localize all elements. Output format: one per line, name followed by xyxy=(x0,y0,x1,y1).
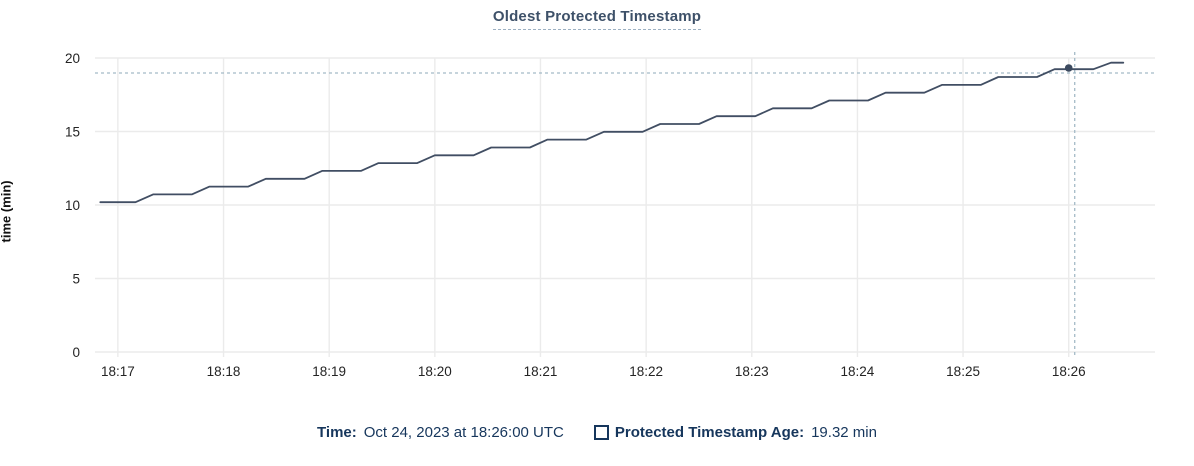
y-tick-label: 10 xyxy=(65,198,80,213)
series-checkbox[interactable] xyxy=(593,425,609,440)
hover-legend: Time: Oct 24, 2023 at 18:26:00 UTC Prote… xyxy=(0,424,1194,441)
legend-series-label: Protected Timestamp Age: xyxy=(614,424,805,441)
x-tick-label: 18:19 xyxy=(312,364,346,379)
y-tick-label: 20 xyxy=(65,51,80,66)
x-tick-label: 18:18 xyxy=(207,364,241,379)
x-tick-label: 18:17 xyxy=(101,364,135,379)
x-tick-label: 18:26 xyxy=(1052,364,1086,379)
x-tick-label: 18:24 xyxy=(841,364,875,379)
chart-title[interactable]: Oldest Protected Timestamp xyxy=(492,8,702,30)
timeseries-plot[interactable]: 18:17 18:18 18:19 18:20 18:21 18:22 18:23 18:24… xyxy=(0,0,1194,400)
legend-time-value: Oct 24, 2023 at 18:26:00 UTC xyxy=(363,424,564,441)
series-line[interactable] xyxy=(99,61,1125,204)
x-tick-label: 18:22 xyxy=(629,364,663,379)
x-tick-label: 18:21 xyxy=(524,364,558,379)
x-tick-label: 18:25 xyxy=(946,364,980,379)
y-tick-label: 15 xyxy=(65,125,80,140)
y-tick-label: 5 xyxy=(72,272,80,287)
x-tick-label: 18:20 xyxy=(418,364,452,379)
chart-header: Oldest Protected Timestamp xyxy=(0,8,1194,30)
legend-series-value: 19.32 min xyxy=(811,424,877,441)
legend-time-label: Time: xyxy=(317,424,357,441)
y-tick-label: 0 xyxy=(72,345,80,360)
hover-point-dot[interactable] xyxy=(1064,64,1073,72)
x-tick-label: 18:23 xyxy=(735,364,769,379)
